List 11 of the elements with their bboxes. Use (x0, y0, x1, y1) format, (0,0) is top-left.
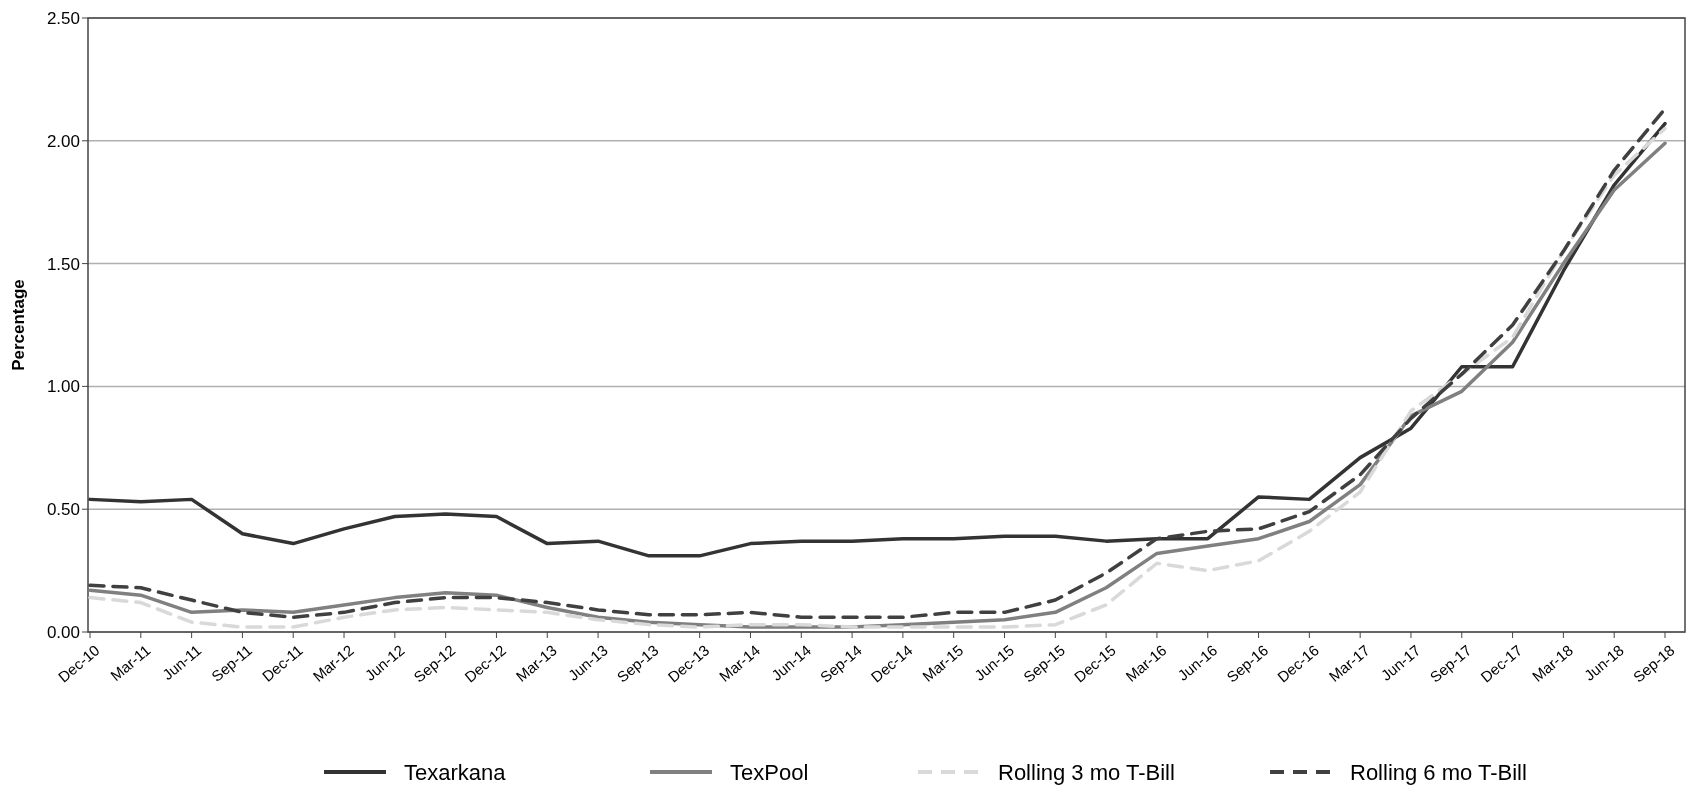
y-tick-label: 2.50 (46, 8, 80, 28)
y-tick-label: 1.50 (46, 254, 80, 274)
legend-label: TexPool (730, 759, 809, 785)
legend-label: Rolling 6 mo T-Bill (1350, 759, 1527, 785)
y-tick-label: 0.50 (46, 500, 80, 520)
legend-label: Rolling 3 mo T-Bill (998, 759, 1175, 785)
legend-label: Texarkana (404, 759, 507, 785)
y-tick-label: 1.00 (46, 377, 80, 397)
y-axis-title: Percentage (9, 279, 28, 371)
y-tick-label: 0.00 (46, 622, 80, 642)
y-tick-label: 2.00 (46, 131, 80, 151)
